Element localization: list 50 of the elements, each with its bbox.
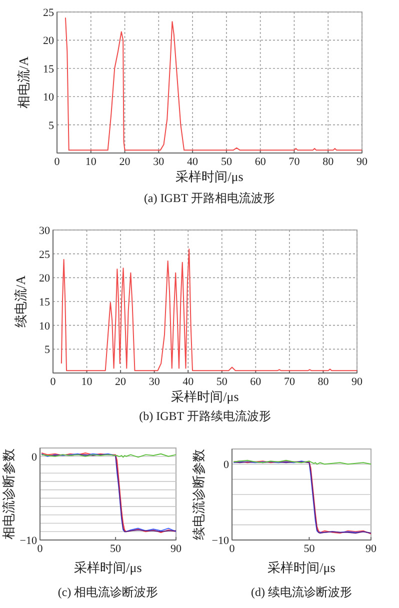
y-tick-label: 30	[39, 225, 50, 237]
x-tick-label: 40	[187, 156, 199, 168]
text: (d) 续电流诊断波形	[251, 585, 352, 599]
x-tick-label: 90	[170, 543, 182, 555]
line-series	[64, 17, 362, 151]
text: (b) IGBT 开路续电流波形	[139, 409, 271, 423]
y-tick-label: −10	[212, 535, 230, 547]
x-axis-title: 采样时间/μs	[74, 560, 142, 575]
y-tick-label: 0	[32, 451, 38, 464]
y-tick-label: 5	[44, 344, 50, 356]
y-tick-label: 25	[43, 7, 54, 19]
x-tick-label: 30	[148, 376, 160, 388]
x-tick-label: 10	[85, 156, 97, 168]
x-axis-title: 采样时间/μs	[268, 560, 336, 575]
line-series	[60, 248, 358, 372]
x-tick-label: 20	[119, 156, 131, 168]
x-tick-label: 90	[352, 376, 363, 388]
x-tick-label: 70	[284, 376, 296, 388]
x-tick-label: 20	[115, 376, 127, 388]
y-axis-title: 续电流/A	[13, 274, 28, 328]
x-tick-label: 60	[254, 156, 266, 168]
y-tick-label: 15	[39, 296, 50, 308]
y-tick-label: 5	[48, 120, 54, 132]
x-tick-label: 80	[322, 156, 334, 168]
x-tick-label: 50	[216, 376, 228, 388]
y-tick-label: 20	[43, 35, 54, 48]
x-tick-label: 40	[182, 376, 194, 388]
y-tick-label: −10	[20, 535, 38, 547]
text: (c) 相电流诊断波形	[58, 585, 158, 599]
y-tick-label: 10	[43, 92, 54, 104]
x-axis-title: 采样时间/μs	[176, 169, 244, 184]
text: (a) IGBT 开路相电流波形	[144, 191, 276, 205]
y-tick-label: 25	[39, 248, 50, 261]
x-tick-label: 50	[220, 156, 232, 168]
x-axis-title: 采样时间/μs	[171, 389, 239, 404]
x-tick-label: 50	[110, 543, 122, 555]
x-tick-label: 50	[304, 543, 316, 555]
y-tick-label: 20	[39, 272, 50, 285]
y-tick-label: 10	[39, 320, 50, 332]
y-axis-title: 相电流诊断参数	[1, 448, 16, 540]
x-tick-label: 90	[356, 156, 368, 168]
x-tick-label: 70	[288, 156, 300, 168]
y-axis-title: 续电流诊断参数	[191, 449, 206, 540]
y-tick-label: 15	[43, 63, 54, 76]
x-tick-label: 80	[318, 376, 330, 388]
x-tick-label: 90	[366, 543, 377, 555]
x-tick-label: 60	[250, 376, 262, 388]
x-tick-label: 10	[81, 376, 93, 388]
y-axis-title: 相电流/A	[16, 56, 31, 108]
x-tick-label: 30	[153, 156, 165, 168]
